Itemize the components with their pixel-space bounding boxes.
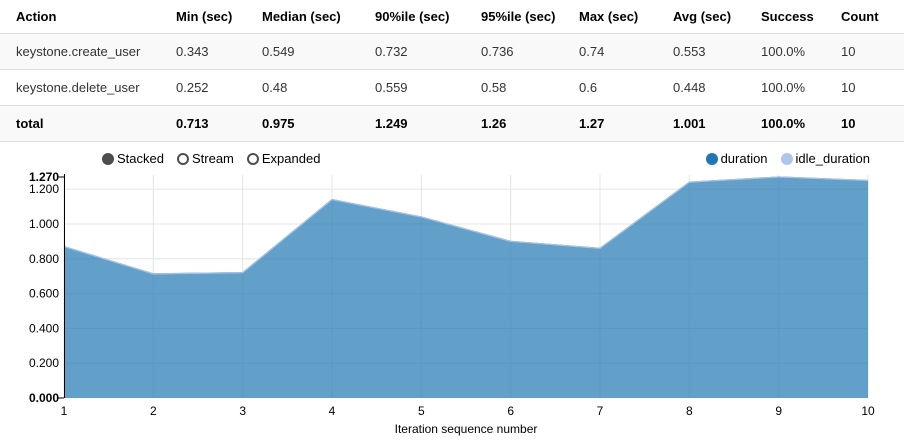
- action-name-cell: total: [0, 105, 160, 142]
- stat-value-cell: 0.732: [359, 33, 465, 70]
- stat-value-cell: 1.001: [657, 105, 745, 142]
- legend-color-icon[interactable]: [780, 152, 793, 165]
- column-header: 95%ile (sec): [481, 9, 556, 24]
- stat-value-cell: 0.736: [465, 33, 563, 70]
- x-axis-tick-label: 4: [329, 404, 336, 418]
- table-row: keystone.create_user 0.343 0.549 0.732 0.736…: [0, 33, 904, 70]
- chart-mode-label: Stream: [191, 151, 234, 166]
- x-axis-tick-label: 8: [686, 404, 693, 418]
- stat-value-cell: 0.559: [359, 69, 465, 106]
- chart-mode-label: Expanded: [261, 151, 321, 166]
- stat-value-cell: 0.58: [465, 69, 563, 106]
- stat-value-cell: 10: [825, 69, 904, 106]
- stat-value-cell: 0.713: [160, 105, 246, 142]
- table-header-row: Action Min (sec) Median (sec) 90%ile (sec) 9…: [0, 0, 904, 34]
- stat-value-cell: 10: [825, 105, 904, 142]
- table-row: total 0.713 0.975 1.249 1.26 1.27 1.001 100.0% 1…: [0, 105, 904, 142]
- column-header: Max (sec): [579, 9, 639, 24]
- stat-value-cell: 1.26: [465, 105, 563, 142]
- stat-value-cell: 0.74: [563, 33, 657, 70]
- radio-unselected-icon[interactable]: [176, 152, 189, 165]
- chart-mode-radio-stream[interactable]: Stream: [176, 151, 234, 166]
- stat-value-cell: 1.27: [563, 105, 657, 142]
- radio-unselected-icon[interactable]: [246, 152, 259, 165]
- y-axis-tick-label: 0.800: [29, 252, 59, 266]
- x-axis-tick-label: 9: [775, 404, 782, 418]
- column-header: Action: [16, 9, 57, 24]
- legend-item-idle_duration[interactable]: idle_duration: [780, 151, 870, 166]
- column-header: Count: [841, 9, 879, 24]
- column-header: Success: [761, 9, 814, 24]
- stat-value-cell: 1.249: [359, 105, 465, 142]
- iteration-chart-container: 0.200 0.400 0.600 0.800 1.000 1.200 1.270 0.000…: [0, 170, 904, 445]
- legend-color-icon[interactable]: [705, 152, 718, 165]
- stat-value-cell: 0.448: [657, 69, 745, 106]
- stat-value-cell: 10: [825, 33, 904, 70]
- legend-item-duration[interactable]: duration: [705, 151, 768, 166]
- stat-value-cell: 0.975: [246, 105, 359, 142]
- duration-area[interactable]: [64, 177, 868, 398]
- y-axis-tick-label: 0.400: [29, 321, 59, 335]
- y-axis-tick-label: 1.200: [29, 182, 59, 196]
- stat-value-cell: 0.252: [160, 69, 246, 106]
- y-axis-min-label: 0.000: [29, 391, 59, 405]
- chart-legend: duration idle_duration: [705, 151, 870, 166]
- action-name-cell: keystone.delete_user: [0, 69, 160, 106]
- x-axis-tick-label: 5: [418, 404, 425, 418]
- stat-value-cell: 0.343: [160, 33, 246, 70]
- stat-value-cell: 0.553: [657, 33, 745, 70]
- action-name-cell: keystone.create_user: [0, 33, 160, 70]
- x-axis-tick-label: 10: [861, 404, 875, 418]
- y-axis-max-label: 1.270: [29, 170, 59, 184]
- column-header: 90%ile (sec): [375, 9, 450, 24]
- table-body: keystone.create_user 0.343 0.549 0.732 0.736…: [0, 33, 904, 142]
- stat-value-cell: 0.48: [246, 69, 359, 106]
- legend-label: duration: [720, 151, 768, 166]
- x-axis-tick-label: 1: [61, 404, 68, 418]
- legend-label: idle_duration: [795, 151, 870, 166]
- stat-value-cell: 0.6: [563, 69, 657, 106]
- y-axis-tick-label: 1.000: [29, 217, 59, 231]
- column-header: Median (sec): [262, 9, 341, 24]
- chart-mode-label: Stacked: [117, 151, 164, 166]
- chart-mode-radio-stacked[interactable]: Stacked: [102, 151, 164, 166]
- action-stats-table: Action Min (sec) Median (sec) 90%ile (sec) 9…: [0, 0, 904, 142]
- idle_duration-line: [63, 176, 869, 275]
- chart-mode-controls: Stacked Stream Expanded: [102, 151, 320, 166]
- table-header: Action Min (sec) Median (sec) 90%ile (sec) 9…: [0, 0, 904, 34]
- x-axis-tick-label: 6: [507, 404, 514, 418]
- stat-value-cell: 100.0%: [745, 105, 825, 142]
- y-axis-tick-label: 0.200: [29, 356, 59, 370]
- column-header: Min (sec): [176, 9, 233, 24]
- x-axis-title: Iteration sequence number: [395, 422, 538, 436]
- x-axis-tick-label: 3: [239, 404, 246, 418]
- stat-value-cell: 100.0%: [745, 33, 825, 70]
- x-axis-tick-label: 2: [150, 404, 157, 418]
- stat-value-cell: 0.549: [246, 33, 359, 70]
- chart-mode-radio-expanded[interactable]: Expanded: [246, 151, 321, 166]
- y-axis-tick-label: 0.600: [29, 287, 59, 301]
- table-row: keystone.delete_user 0.252 0.48 0.559 0.58 0.…: [0, 69, 904, 106]
- x-axis-tick-label: 7: [597, 404, 604, 418]
- stat-value-cell: 100.0%: [745, 69, 825, 106]
- radio-selected-icon[interactable]: [102, 152, 114, 165]
- column-header: Avg (sec): [673, 9, 732, 24]
